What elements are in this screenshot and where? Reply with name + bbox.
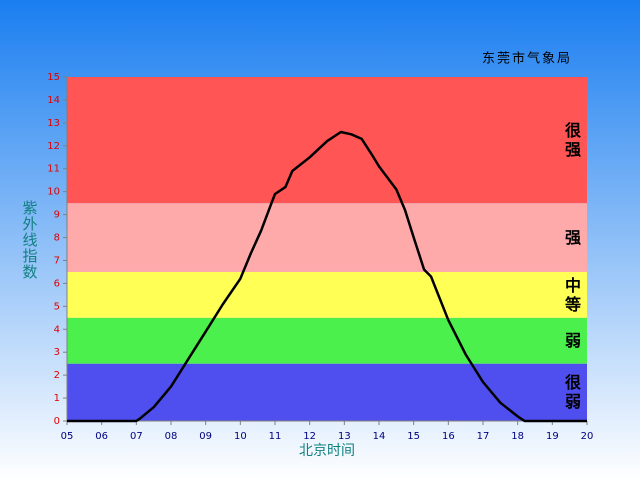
chart-title: 东莞市气象局 — [482, 51, 572, 67]
y-tick-label: 9 — [54, 210, 60, 221]
y-tick-label: 3 — [54, 347, 60, 358]
x-tick-label: 06 — [95, 431, 108, 442]
x-axis-label: 北京时间 — [299, 443, 355, 459]
band-label: 很弱 — [564, 373, 581, 412]
x-tick-label: 09 — [199, 431, 212, 442]
x-tick-label: 16 — [442, 431, 455, 442]
y-tick-label: 10 — [47, 187, 60, 198]
x-tick-label: 20 — [581, 431, 594, 442]
x-tick-label: 13 — [338, 431, 351, 442]
band — [67, 317, 587, 364]
y-tick-label: 5 — [54, 301, 60, 312]
y-tick-label: 8 — [54, 233, 60, 244]
line — [67, 130, 587, 423]
x-tick-label: 05 — [61, 431, 74, 442]
y-tick-label: 2 — [54, 370, 60, 381]
band-label: 强 — [564, 228, 581, 248]
x-tick-label: 10 — [234, 431, 247, 442]
y-tick-label: 15 — [47, 72, 60, 83]
x-tick-label: 12 — [303, 431, 316, 442]
y-tick-label: 6 — [54, 278, 60, 289]
y-tick-label: 1 — [54, 393, 60, 404]
y-tick-label: 12 — [47, 141, 60, 152]
y-tick-label: 4 — [54, 324, 60, 335]
band-label: 中等 — [564, 275, 581, 314]
x-tick-label: 17 — [477, 431, 490, 442]
band-label: 弱 — [564, 331, 581, 351]
y-axis-label: 紫外线指数 — [22, 199, 38, 281]
y-tick-label: 14 — [47, 95, 60, 106]
x-tick-label: 07 — [130, 431, 143, 442]
band-label: 很强 — [564, 121, 581, 160]
x-tick-label: 19 — [546, 431, 559, 442]
band — [67, 363, 587, 421]
y-tick-label: 0 — [54, 416, 60, 427]
x-tick-label: 08 — [165, 431, 178, 442]
band — [67, 203, 587, 272]
band — [67, 271, 587, 318]
y-tick-label: 11 — [47, 164, 60, 175]
x-tick-label: 15 — [407, 431, 420, 442]
x-tick-label: 11 — [269, 431, 282, 442]
y-tick-label: 13 — [47, 118, 60, 129]
x-tick-label: 18 — [511, 431, 524, 442]
y-tick-label: 7 — [54, 255, 60, 266]
x-tick-label: 14 — [373, 431, 386, 442]
